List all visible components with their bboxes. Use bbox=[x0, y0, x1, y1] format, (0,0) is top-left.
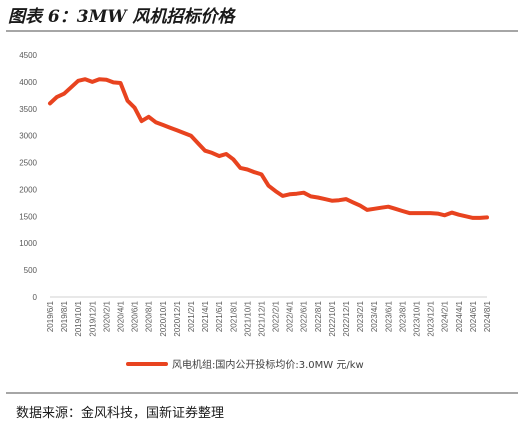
x-tick-label: 2024/2/1 bbox=[441, 300, 450, 332]
x-tick-label: 2021/12/1 bbox=[257, 300, 266, 336]
x-tick-label: 2024/4/1 bbox=[455, 300, 464, 332]
x-tick-label: 2023/12/1 bbox=[427, 300, 436, 336]
x-tick-label: 2019/6/1 bbox=[46, 300, 55, 332]
x-tick-label: 2022/4/1 bbox=[286, 300, 295, 332]
bottom-divider bbox=[6, 392, 518, 394]
x-tick-label: 2023/6/1 bbox=[384, 300, 393, 332]
x-tick-label: 2023/2/1 bbox=[356, 300, 365, 332]
x-tick-label: 2022/8/1 bbox=[314, 300, 323, 332]
price-line-chart: 0 500 1000 1500 2000 2500 3000 3500 4000 4500 201… bbox=[19, 51, 492, 371]
y-tick-label: 4000 bbox=[19, 78, 37, 87]
x-tick-label: 2020/12/1 bbox=[173, 300, 182, 336]
series-line bbox=[48, 77, 489, 220]
x-tick-label: 2022/2/1 bbox=[272, 300, 281, 332]
x-tick-label: 2023/8/1 bbox=[398, 300, 407, 332]
y-tick-label: 500 bbox=[24, 266, 38, 275]
x-tick-label: 2022/6/1 bbox=[300, 300, 309, 332]
y-tick-label: 4500 bbox=[19, 51, 37, 60]
x-tick-label: 2021/10/1 bbox=[243, 300, 252, 336]
x-tick-label: 2020/6/1 bbox=[131, 300, 140, 332]
x-tick-label: 2019/10/1 bbox=[74, 300, 83, 336]
figure-title: 图表 6：3MW 风机招标价格 bbox=[8, 7, 235, 27]
x-tick-label: 2023/4/1 bbox=[370, 300, 379, 332]
x-axis: 2019/6/1 2019/8/1 2019/10/1 2019/12/1 2020/2… bbox=[46, 300, 492, 336]
x-tick-label: 2022/10/1 bbox=[328, 300, 337, 336]
x-tick-label: 2021/2/1 bbox=[187, 300, 196, 332]
y-tick-label: 2000 bbox=[19, 185, 37, 194]
x-tick-label: 2020/2/1 bbox=[102, 300, 111, 332]
y-tick-label: 1500 bbox=[19, 212, 37, 221]
x-tick-label: 2020/10/1 bbox=[159, 300, 168, 336]
source-note: 数据来源：金风科技，国新证券整理 bbox=[16, 406, 225, 421]
y-tick-label: 0 bbox=[33, 293, 38, 302]
x-tick-label: 2024/6/1 bbox=[469, 300, 478, 332]
legend: 风电机组:国内公开投标均价:3.0MW 元/kw bbox=[126, 358, 364, 371]
top-divider bbox=[6, 30, 518, 32]
y-tick-label: 1000 bbox=[19, 239, 37, 248]
x-tick-label: 2022/12/1 bbox=[342, 300, 351, 336]
y-tick-label: 2500 bbox=[19, 159, 37, 168]
x-tick-label: 2019/12/1 bbox=[88, 300, 97, 336]
y-axis: 0 500 1000 1500 2000 2500 3000 3500 4000 4500 bbox=[19, 51, 37, 302]
x-tick-label: 2024/8/1 bbox=[483, 300, 492, 332]
x-tick-label: 2019/8/1 bbox=[60, 300, 69, 332]
x-tick-label: 2021/4/1 bbox=[201, 300, 210, 332]
x-tick-label: 2023/10/1 bbox=[413, 300, 422, 336]
y-tick-label: 3000 bbox=[19, 132, 37, 141]
legend-label: 风电机组:国内公开投标均价:3.0MW 元/kw bbox=[172, 358, 364, 371]
x-tick-label: 2021/6/1 bbox=[215, 300, 224, 332]
x-tick-label: 2020/8/1 bbox=[145, 300, 154, 332]
x-tick-label: 2021/8/1 bbox=[229, 300, 238, 332]
x-tick-label: 2020/4/1 bbox=[116, 300, 125, 332]
y-tick-label: 3500 bbox=[19, 105, 37, 114]
